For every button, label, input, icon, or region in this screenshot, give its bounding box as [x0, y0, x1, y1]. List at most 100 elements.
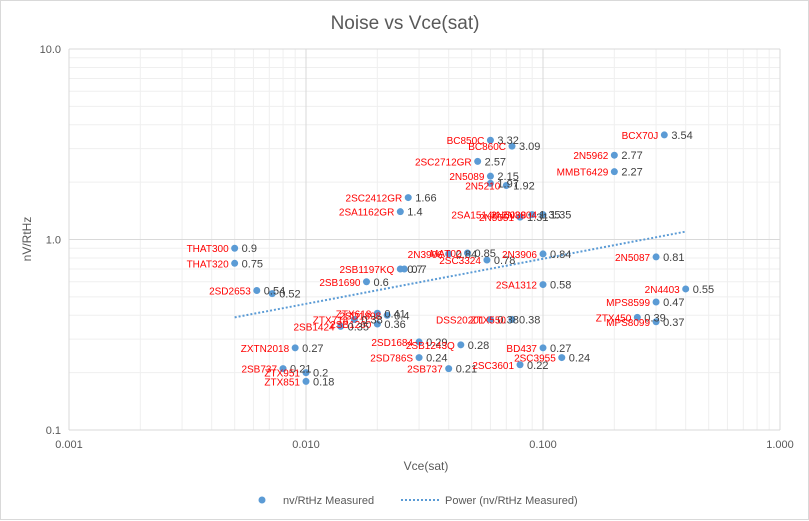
part-number-label: 2SB1690 [319, 278, 361, 289]
data-point [486, 179, 494, 187]
part-number-label: ZTX550 [470, 316, 506, 327]
part-number-label: 2N5962 [573, 151, 608, 162]
value-label: 0.7 [411, 264, 426, 276]
data-point [516, 361, 524, 369]
part-number-label: 2SA1514K,2N3904 [451, 211, 537, 222]
data-point [445, 250, 453, 258]
tick-labels: 0.001 0.010 0.100 1.000 0.1 1.0 10.0 [40, 44, 794, 451]
part-number-label: 2SA1162GR [339, 208, 394, 219]
y-tick-label: 1.0 [46, 235, 61, 247]
data-point [404, 194, 412, 202]
data-point [486, 316, 494, 324]
value-label: 0.47 [663, 297, 684, 309]
data-point [268, 290, 276, 298]
part-number-label: DSS20201 [436, 316, 485, 327]
data-labels: 3.54 BCX70J 3.32 BC850C 3.09 BC860C 2.57 2SC271… [187, 130, 715, 388]
value-label: 0.22 [527, 360, 548, 372]
data-point [682, 285, 690, 293]
part-number-label: ZTX851 [264, 377, 300, 388]
part-number-label: 2N5087 [615, 253, 650, 264]
value-label: 0.41 [384, 308, 405, 320]
data-point [652, 253, 660, 261]
data-point [516, 213, 524, 221]
part-number-label: 2SA1312 [496, 281, 538, 292]
part-number-label: 2SB1243Q [406, 341, 455, 352]
data-point [291, 344, 299, 352]
data-point [302, 377, 310, 385]
data-point [457, 341, 465, 349]
part-number-label: ZXTN2018 [241, 344, 290, 355]
value-label: 0.18 [313, 376, 334, 388]
part-number-label: BCX70J [622, 131, 659, 142]
value-label: 3.32 [497, 135, 518, 147]
part-number-label: 2SD2653 [209, 286, 251, 297]
value-label: 0.85 [474, 248, 495, 260]
data-point [486, 136, 494, 144]
value-label: 0.6 [373, 277, 388, 289]
data-point [502, 182, 510, 190]
part-number-label: BD437 [506, 344, 537, 355]
value-label: 1.35 [550, 210, 571, 222]
part-number-label: 2N5210 [465, 182, 500, 193]
y-tick-label: 10.0 [40, 44, 61, 56]
x-tick-label: 1.000 [766, 439, 794, 451]
value-label: 0.54 [264, 285, 285, 297]
part-number-label: MMBT6429 [557, 168, 609, 179]
part-number-label: 2SC2712GR [415, 157, 472, 168]
value-label: 0.27 [550, 343, 571, 355]
value-label: 0.75 [242, 258, 263, 270]
data-point [463, 249, 471, 257]
part-number-label: ZTX450 [596, 313, 632, 324]
data-point [400, 265, 408, 273]
part-number-label: MPS8099 [606, 318, 650, 329]
part-number-label: 2N5088 [491, 211, 526, 222]
value-label: 0.78 [494, 255, 515, 267]
legend-marker-measured [258, 496, 266, 504]
data-point [539, 250, 547, 258]
value-label: 0.84 [550, 249, 571, 261]
data-point [445, 365, 453, 373]
part-number-label: 2N4403 [645, 285, 680, 296]
part-number-label: 2SB737 [407, 365, 443, 376]
value-label: 0.9 [242, 243, 257, 255]
data-point [373, 309, 381, 317]
x-tick-label: 0.100 [529, 439, 557, 451]
part-number-label: MPS8599 [606, 298, 650, 309]
data-point [396, 208, 404, 216]
value-label: 1.92 [513, 181, 534, 193]
part-number-label: BC850C [447, 136, 485, 147]
legend-label-measured: nv/RtHz Measured [283, 495, 374, 507]
part-number-label: 2N3906 [502, 250, 537, 261]
data-point [253, 286, 261, 294]
data-point [231, 244, 239, 252]
value-label: 3.54 [671, 130, 692, 142]
value-label: 0.21 [290, 364, 311, 376]
value-label: 1.4 [407, 207, 422, 219]
part-number-label: 2SB1424 [293, 322, 335, 333]
part-number-label: THAT320 [187, 259, 229, 270]
value-label: 0.36 [384, 319, 405, 331]
data-point [660, 131, 668, 139]
data-point [474, 157, 482, 165]
value-label: 0.4 [394, 310, 409, 322]
part-number-label: 2SC3955 [514, 354, 556, 365]
chart-title: Noise vs Vce(sat) [331, 13, 480, 34]
value-label: 1.97 [497, 178, 518, 190]
legend: nv/RtHz Measured Power (nv/RtHz Measured… [258, 495, 578, 507]
value-label: 2.27 [621, 167, 642, 179]
part-number-label: 2SC3324 [439, 256, 481, 267]
value-label: 0.7 [407, 264, 422, 276]
part-number-label: 2SC3601 [472, 361, 514, 372]
data-point [610, 168, 618, 176]
value-label: 0.39 [644, 312, 665, 324]
value-label: 2.15 [497, 171, 518, 183]
part-number-label: 2SD1898 [339, 311, 381, 322]
data-points [231, 131, 690, 385]
data-point [373, 320, 381, 328]
value-label: 2.77 [621, 150, 642, 162]
data-point [279, 365, 287, 373]
data-point [558, 354, 566, 362]
data-point [483, 256, 491, 264]
value-label: 0.29 [426, 337, 447, 349]
